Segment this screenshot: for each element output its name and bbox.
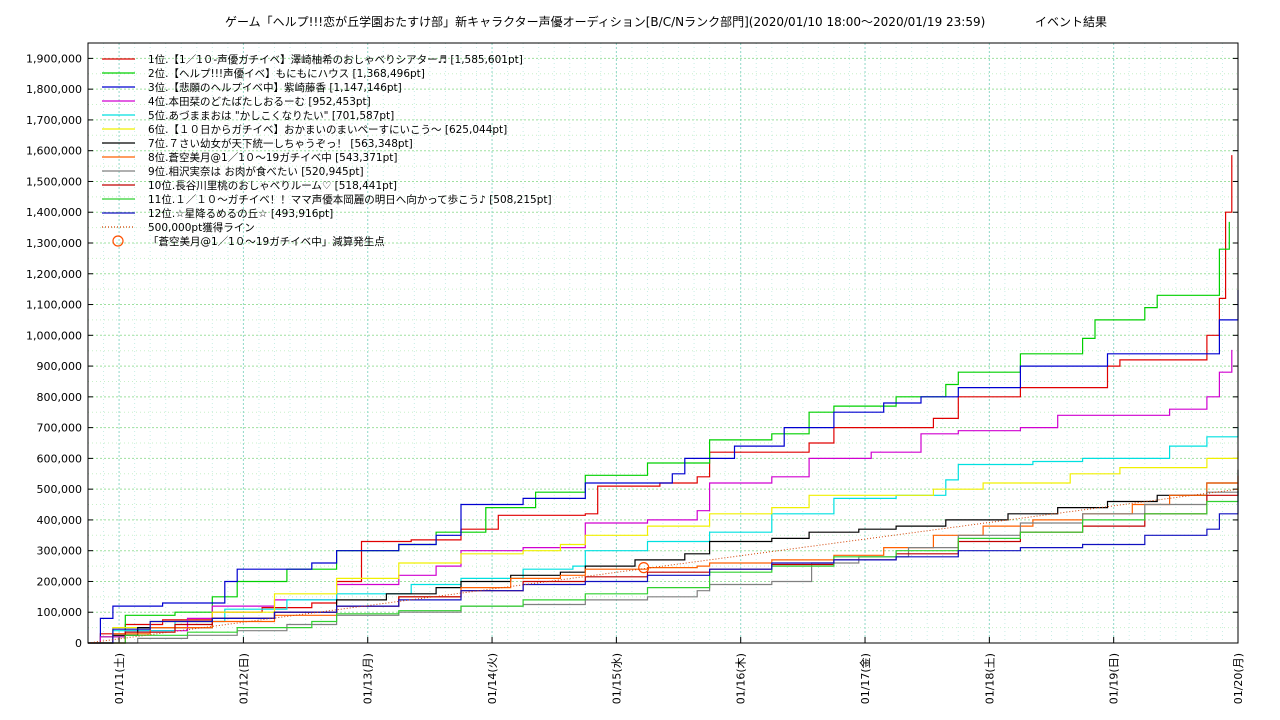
y-tick-label: 1,900,000 [26,52,82,65]
x-tick-label: 01/11(土) [113,653,126,704]
legend-entry: 4位.本田栞のどたばたしおるーむ [952,453pt] [148,95,371,108]
y-tick-label: 1,100,000 [26,299,82,312]
chart-title: ゲーム「ヘルプ!!!恋が丘学園おたすけ部」新キャラクター声優オーディション[B/… [225,14,985,29]
y-tick-label: 600,000 [37,452,83,465]
legend-entry: 11位.１／１０～ガチイベ！！ママ声優本岡麗の明日へ向かって歩こう♪ [508,… [148,193,552,206]
x-axis: 01/11(土) 01/12(日) 01/13(月) 01/14(火) 01/15(水)… [113,637,1245,704]
y-tick-label: 1,300,000 [26,237,82,250]
x-tick-label: 01/19(日) [1108,653,1121,704]
legend-entry: 2位.【ヘルプ!!!声優イベ】もにもにハウス [1,368,496pt] [148,67,425,80]
legend-entry: 8位.蒼空美月@1／1０〜19ガチイベ中 [543,371pt] [148,151,397,164]
y-tick-label: 1,000,000 [26,329,82,342]
y-tick-label: 0 [75,637,82,650]
y-tick-label: 800,000 [37,391,83,404]
plot-frame [87,42,1239,644]
y-tick-label: 1,600,000 [26,145,82,158]
legend: 1位.【1／1０-声優ガチイベ】澤崎柚希のおしゃべりシアター♬ [1,585,6… [102,53,552,248]
series-line-11 [88,486,1239,644]
y-tick-label: 1,400,000 [26,206,82,219]
series-line-3 [88,290,1239,644]
y-tick-label: 100,000 [37,606,83,619]
series-line-4 [88,349,1233,644]
annotation-layer [638,562,650,574]
legend-entry: 6位.【１０日からガチイベ】おかまいのまいペーすにいこう〜 [625,044pt… [148,123,507,136]
series-line-5 [88,427,1239,644]
x-tick-label: 01/13(月) [362,653,375,704]
x-tick-label: 01/18(土) [983,653,996,704]
x-tick-label: 01/20(月) [1232,653,1245,704]
y-tick-label: 200,000 [37,575,83,588]
y-axis: 0 100,000 200,000 300,000 400,000 500,000 600,… [26,52,1238,650]
legend-annotation-marker [112,235,124,247]
y-tick-label: 1,200,000 [26,268,82,281]
x-tick-label: 01/16(木) [735,653,748,704]
y-tick-label: 700,000 [37,422,83,435]
y-tick-label: 300,000 [37,545,83,558]
y-tick-label: 400,000 [37,514,83,527]
y-tick-label: 500,000 [37,483,83,496]
x-tick-label: 01/12(日) [237,653,250,704]
legend-entry: 3位.【悲願のヘルプイベ中】紫崎藤香 [1,147,146pt] [148,81,402,94]
series-line-12 [88,491,1239,644]
series-line-6 [88,450,1239,644]
series-line-2 [88,221,1230,644]
legend-entry: 12位.☆星降るめるの丘☆ [493,916pt] [148,207,333,220]
y-tick-label: 900,000 [37,360,83,373]
chart-title-right: イベント結果 [1035,15,1107,29]
legend-entry: 1位.【1／1０-声優ガチイベ】澤崎柚希のおしゃべりシアター♬ [1,585,6… [148,53,523,66]
series-line-13 [87,488,1239,644]
annotation-marker [638,562,650,574]
y-tick-label: 1,800,000 [26,83,82,96]
legend-entry: 500,000pt獲得ライン [148,221,255,234]
x-tick-label: 01/14(火) [486,653,499,704]
legend-annotation-entry: 「蒼空美月@1／1０〜19ガチイベ中」減算発生点 [148,235,385,248]
legend-entry: 9位.相沢実奈は お肉が食べたい [520,945pt] [148,165,364,178]
legend-entry: 5位.あづままおは "かしこくなりたい" [701,587pt] [148,109,394,122]
series-layer [87,155,1239,644]
y-tick-label: 1,700,000 [26,114,82,127]
legend-entry: 7位.７さい幼女が天下統一しちゃうぞっ！ [563,348pt] [148,137,413,150]
x-tick-label: 01/15(水) [610,653,623,704]
legend-entry: 10位.長谷川里桃のおしゃべりルーム♡ [518,441pt] [148,179,397,192]
y-tick-label: 1,500,000 [26,175,82,188]
x-tick-label: 01/17(金) [858,653,872,704]
